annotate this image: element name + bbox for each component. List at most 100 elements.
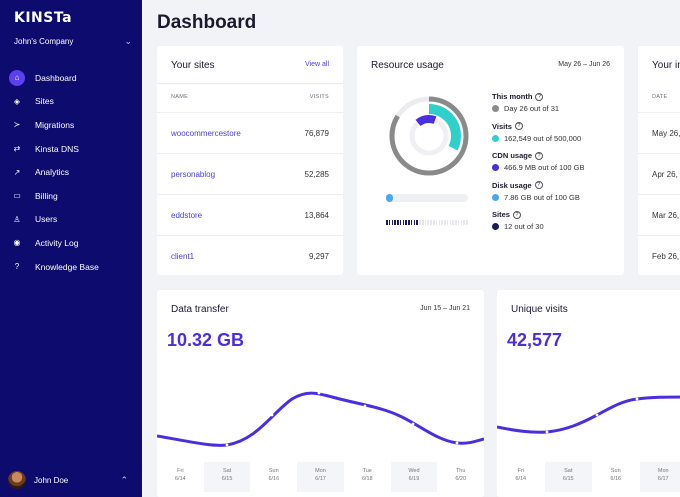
sidebar-item-label: Dashboard xyxy=(35,72,77,83)
x-tick-label: Sun 6/16 xyxy=(250,462,297,492)
company-name: John's Company xyxy=(14,37,74,46)
stat-value: 162,549 out of 500,000 xyxy=(504,133,582,143)
table-row: Feb 26, xyxy=(638,235,680,275)
site-slot xyxy=(424,220,427,225)
sidebar-item-activity-log[interactable]: ◉ Activity Log xyxy=(0,231,142,255)
site-link[interactable]: personablog xyxy=(171,169,216,179)
table-row: client1 9,297 xyxy=(157,235,343,275)
site-slot xyxy=(388,220,391,225)
card-title: Your sites xyxy=(171,60,215,71)
point-marker xyxy=(225,443,229,447)
month-ring xyxy=(389,96,469,176)
site-slot xyxy=(446,220,449,225)
stat-label: CDN usage xyxy=(492,151,533,160)
kinsta-logo[interactable]: KINSTa xyxy=(14,10,73,26)
stat-label: This month xyxy=(492,92,533,101)
table-row: Mar 26, xyxy=(638,194,680,235)
usage-stat: Visits? 162,549 out of 500,000 xyxy=(492,122,620,152)
info-icon[interactable]: ? xyxy=(535,92,544,101)
sidebar-nav: ⌂ Dashboard ◈ Sites ≻ Migrations ⇄ Kinsta DNS ↗ A… xyxy=(0,66,142,278)
site-slot xyxy=(397,220,399,225)
site-slot xyxy=(419,220,421,225)
sidebar-item-users[interactable]: ♙ Users xyxy=(0,208,142,232)
x-tick-label: Mon 6/17 xyxy=(297,462,344,492)
sidebar-item-knowledge-base[interactable]: ? Knowledge Base xyxy=(0,255,142,279)
x-tick-label: Sun 6/16 xyxy=(592,462,640,492)
sidebar-item-migrations[interactable]: ≻ Migrations xyxy=(0,113,142,137)
avatar xyxy=(8,471,26,489)
billing-icon: ▭ xyxy=(13,191,21,201)
home-icon: ⌂ xyxy=(9,69,25,86)
tick-day: Sun xyxy=(268,468,279,474)
tick-day: Wed xyxy=(408,468,420,474)
visits-ring xyxy=(397,104,461,168)
site-link[interactable]: client1 xyxy=(171,251,195,261)
user-menu[interactable]: John Doe ⌃ xyxy=(8,471,134,489)
stat-label: Visits xyxy=(492,121,512,131)
stat-value: 7.86 GB out of 100 GB xyxy=(504,192,580,202)
usage-stat: Sites? 12 out of 30 xyxy=(492,210,620,240)
site-visits: 9,297 xyxy=(308,251,329,261)
tick-day: Sat xyxy=(564,468,573,474)
data-transfer-card: Data transfer Jun 15 – Jun 21 10.32 GB F… xyxy=(157,290,484,497)
sidebar-item-label: Knowledge Base xyxy=(35,261,99,272)
usage-stat: Disk usage? 7.86 GB out of 100 GB xyxy=(492,181,620,211)
stat-label: Sites xyxy=(492,210,510,219)
site-slot xyxy=(405,220,407,225)
site-slot xyxy=(421,220,424,225)
stat-label: Disk usage xyxy=(492,180,532,190)
eye-icon: ◉ xyxy=(13,238,21,248)
site-slot xyxy=(449,220,452,225)
site-slot xyxy=(435,220,438,225)
tick-date: 6/16 xyxy=(610,476,622,482)
x-tick-label: Wed 6/19 xyxy=(390,462,438,492)
tick-date: 6/15 xyxy=(562,476,574,482)
tick-day: Mon xyxy=(315,468,326,474)
company-switcher[interactable]: John's Company ⌄ xyxy=(14,36,132,47)
point-marker xyxy=(411,422,415,426)
point-marker xyxy=(317,391,321,395)
table-row: Apr 26, xyxy=(638,153,680,194)
tick-date: 6/15 xyxy=(221,476,233,482)
sidebar: KINSTa John's Company ⌄ ⌂ Dashboard ◈ Sites… xyxy=(0,0,142,497)
visits-total: 42,577 xyxy=(507,330,563,350)
x-tick-label: Mon 6/17 xyxy=(639,462,680,492)
site-visits: 76,879 xyxy=(304,128,329,138)
divider xyxy=(157,83,343,84)
site-link[interactable]: eddstore xyxy=(171,210,203,220)
visits-x-axis: Fri 6/14 Sat 6/15 Sun 6/16 Mon 6/17 xyxy=(497,462,680,492)
invoices-card: Your in DATE May 26, Apr 26, Mar 26, Feb 26… xyxy=(638,46,680,275)
tick-date: 6/17 xyxy=(315,476,326,482)
sidebar-item-dashboard[interactable]: ⌂ Dashboard xyxy=(0,66,142,90)
sidebar-item-label: Activity Log xyxy=(35,237,79,248)
point-marker xyxy=(545,430,549,434)
info-icon[interactable]: ? xyxy=(535,151,544,160)
site-link[interactable]: woocommercestore xyxy=(171,128,241,138)
disk-usage-bar xyxy=(386,194,468,202)
help-icon: ? xyxy=(14,262,20,272)
site-slot xyxy=(460,220,463,225)
users-icon: ♙ xyxy=(13,214,21,224)
legend-dot xyxy=(492,164,499,171)
table-row: May 26, xyxy=(638,112,680,153)
info-icon[interactable]: ? xyxy=(512,210,521,219)
col-name-header: NAME xyxy=(171,94,189,100)
sidebar-item-billing[interactable]: ▭ Billing xyxy=(0,184,142,208)
resource-usage-card: Resource usage May 26 – Jun 26 This mont… xyxy=(357,46,624,275)
legend-dot xyxy=(492,223,499,230)
info-icon[interactable]: ? xyxy=(514,122,523,130)
point-marker xyxy=(270,413,274,417)
x-tick-label: Sat 6/15 xyxy=(544,462,592,492)
sidebar-item-kinsta-dns[interactable]: ⇄ Kinsta DNS xyxy=(0,137,142,161)
view-all-link[interactable]: View all xyxy=(305,61,329,68)
tick-day: Mon xyxy=(657,468,669,474)
site-slot xyxy=(402,220,405,225)
tick-date: 6/20 xyxy=(455,476,467,482)
tick-date: 6/14 xyxy=(515,476,527,482)
disk-usage-fill xyxy=(386,194,393,202)
point-marker xyxy=(363,404,367,408)
sidebar-item-analytics[interactable]: ↗ Analytics xyxy=(0,160,142,184)
info-icon[interactable]: ? xyxy=(534,181,543,189)
sidebar-item-sites[interactable]: ◈ Sites xyxy=(0,90,142,114)
sidebar-item-label: Migrations xyxy=(35,119,75,130)
